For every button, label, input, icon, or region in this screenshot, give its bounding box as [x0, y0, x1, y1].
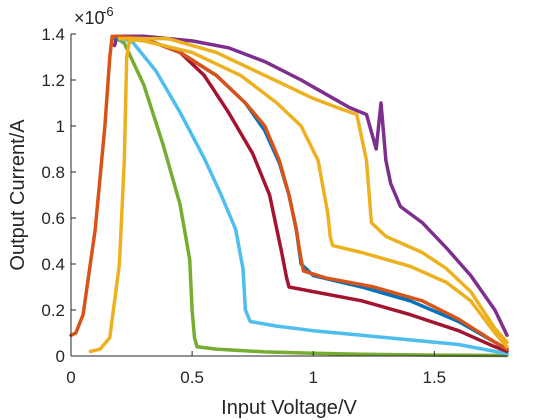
tick-layer: 0 0.5 1 1.5 0 0.2 0.4 0.6 0.8 1 1.2 1.4: [41, 25, 446, 387]
y-exponent-base: ×10: [74, 8, 105, 28]
y-tick-label: 0: [56, 347, 65, 366]
series-line-7: [117, 36, 509, 349]
x-tick-label: 1.5: [423, 368, 447, 387]
series-line-2: [112, 36, 509, 358]
y-axis-label: Output Current/A: [7, 119, 29, 271]
y-tick-label: 0.4: [41, 255, 65, 274]
y-exponent-power: -6: [102, 4, 114, 19]
series-line-10: [88, 36, 136, 354]
x-axis-label: Input Voltage/V: [221, 397, 357, 419]
y-tick-label: 1.4: [41, 25, 65, 44]
x-tick-label: 0.5: [180, 368, 204, 387]
x-tick-label: 0: [66, 368, 75, 387]
y-tick-label: 0.8: [41, 163, 65, 182]
y-tick-label: 1: [56, 117, 65, 136]
series-layer: [69, 34, 509, 358]
y-tick-label: 0.2: [41, 301, 65, 320]
series-line-1: [112, 34, 509, 338]
series-line-8: [122, 36, 509, 344]
y-tick-label: 0.6: [41, 209, 65, 228]
series-line-3: [112, 36, 509, 356]
series-line-9: [69, 34, 114, 338]
x-tick-label: 1: [308, 368, 317, 387]
y-tick-label: 1.2: [41, 71, 65, 90]
